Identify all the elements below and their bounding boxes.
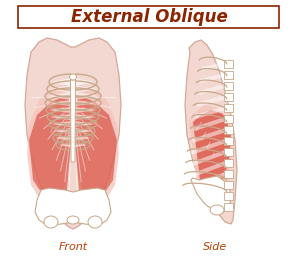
- Polygon shape: [47, 92, 99, 100]
- Polygon shape: [47, 100, 99, 106]
- Polygon shape: [27, 85, 71, 202]
- Polygon shape: [70, 80, 75, 162]
- Polygon shape: [35, 188, 111, 225]
- Polygon shape: [194, 117, 226, 131]
- Polygon shape: [25, 38, 121, 229]
- Polygon shape: [75, 95, 117, 200]
- Polygon shape: [201, 62, 226, 71]
- Polygon shape: [224, 71, 233, 79]
- Ellipse shape: [210, 205, 224, 215]
- Polygon shape: [224, 181, 233, 189]
- Polygon shape: [197, 95, 226, 107]
- Polygon shape: [187, 161, 226, 179]
- Polygon shape: [224, 115, 233, 123]
- Polygon shape: [49, 114, 97, 120]
- Polygon shape: [51, 78, 95, 86]
- Polygon shape: [224, 203, 233, 211]
- FancyBboxPatch shape: [18, 6, 279, 28]
- Ellipse shape: [44, 216, 58, 228]
- Polygon shape: [224, 82, 233, 90]
- Polygon shape: [75, 85, 119, 202]
- Polygon shape: [224, 60, 233, 68]
- Ellipse shape: [67, 216, 79, 224]
- Polygon shape: [58, 143, 88, 147]
- Text: Front: Front: [59, 242, 88, 252]
- Polygon shape: [186, 172, 226, 191]
- Polygon shape: [224, 159, 233, 167]
- Polygon shape: [48, 107, 98, 113]
- Ellipse shape: [88, 216, 102, 228]
- Polygon shape: [184, 183, 226, 203]
- Polygon shape: [224, 170, 233, 178]
- Polygon shape: [195, 106, 226, 119]
- Polygon shape: [51, 121, 95, 127]
- Polygon shape: [29, 95, 71, 200]
- Polygon shape: [224, 137, 233, 145]
- Polygon shape: [190, 139, 226, 155]
- Polygon shape: [224, 192, 233, 200]
- Polygon shape: [224, 104, 233, 112]
- Polygon shape: [189, 150, 226, 167]
- Polygon shape: [49, 85, 97, 93]
- Polygon shape: [193, 110, 231, 195]
- Polygon shape: [53, 128, 93, 134]
- Polygon shape: [224, 93, 233, 101]
- Polygon shape: [55, 135, 91, 141]
- Text: Side: Side: [203, 242, 227, 252]
- Text: External Oblique: External Oblique: [71, 8, 228, 26]
- Polygon shape: [189, 105, 233, 200]
- Polygon shape: [192, 128, 226, 143]
- Polygon shape: [191, 176, 231, 212]
- Polygon shape: [224, 126, 233, 134]
- Polygon shape: [198, 84, 226, 95]
- Polygon shape: [200, 73, 226, 83]
- Polygon shape: [224, 148, 233, 156]
- Polygon shape: [185, 40, 237, 224]
- Ellipse shape: [69, 74, 77, 80]
